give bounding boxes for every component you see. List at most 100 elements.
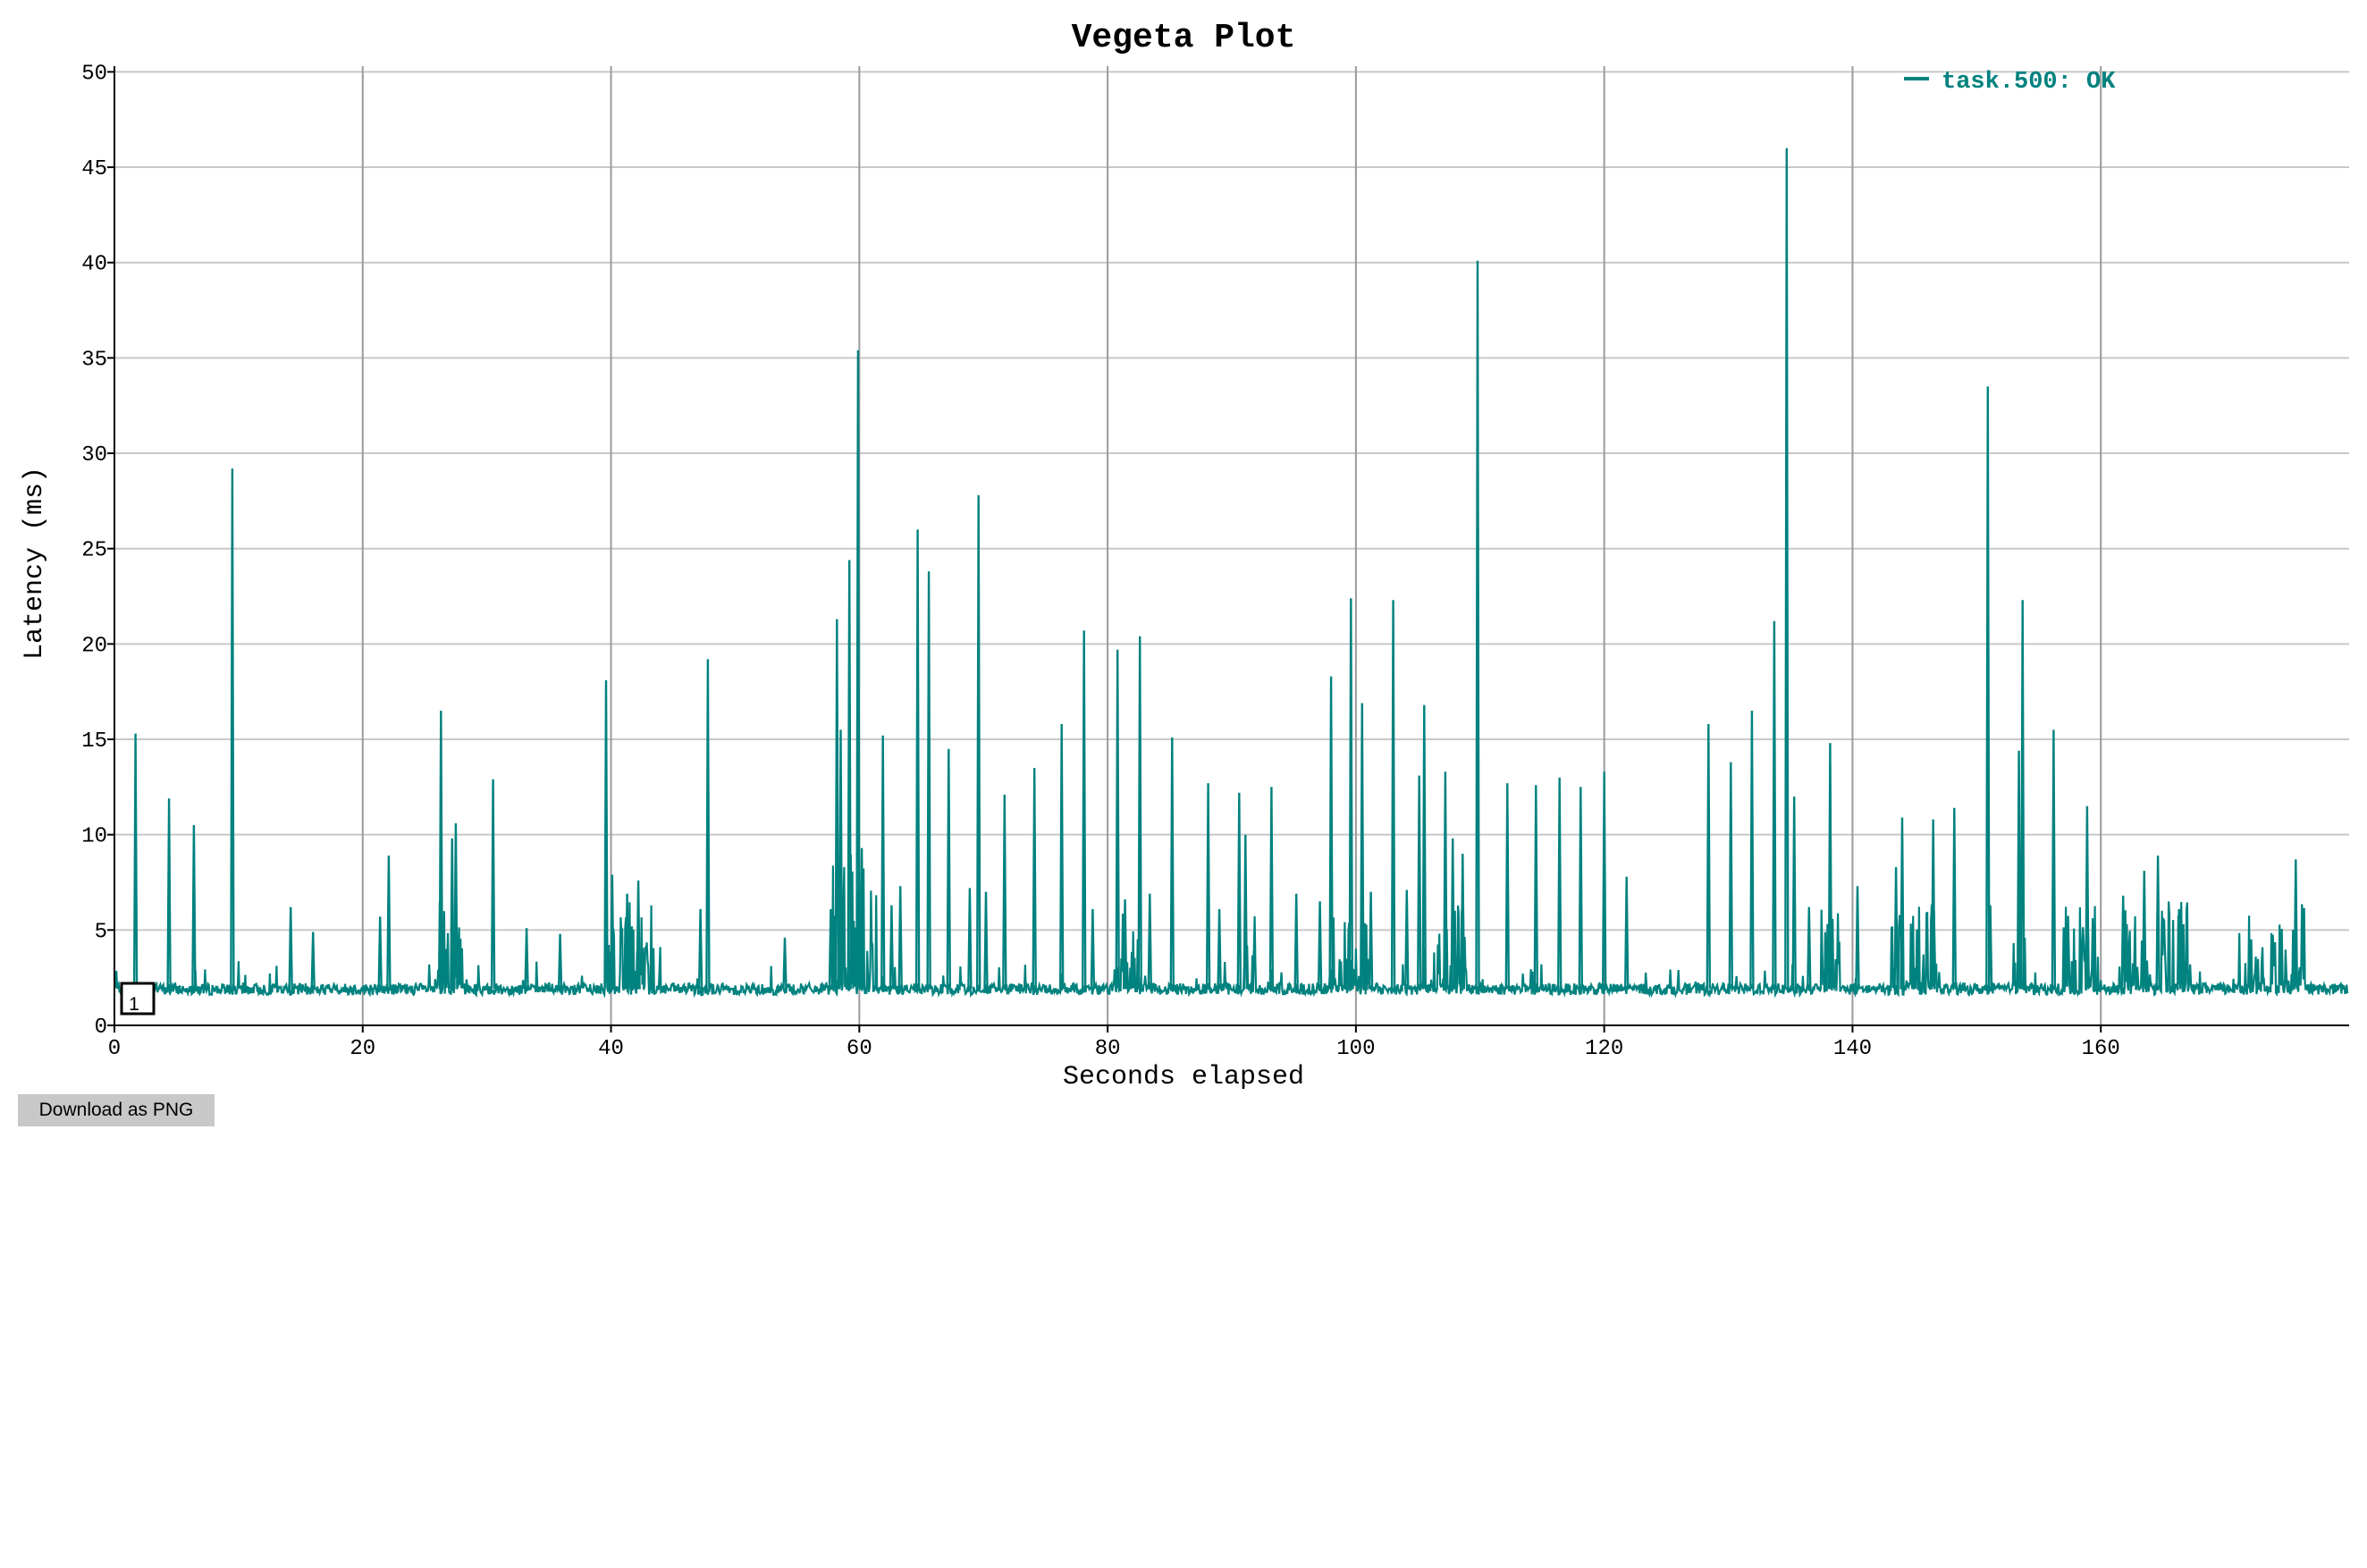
latency-spike: [1827, 743, 1833, 990]
latency-spike: [1115, 649, 1120, 990]
latency-spike: [2293, 859, 2298, 990]
latency-spike: [2016, 750, 2022, 990]
latency-spike: [855, 350, 861, 990]
latency-spike: [1217, 908, 1222, 990]
latency-spike: [1987, 905, 1993, 990]
latency-spike: [230, 468, 235, 990]
latency-spike: [975, 494, 981, 990]
latency-spike: [1728, 762, 1734, 990]
latency-spike: [1460, 853, 1465, 990]
latency-spike: [1147, 893, 1152, 990]
latency-series-line: [114, 854, 2349, 999]
latency-spike: [1930, 819, 1936, 990]
latency-spike: [967, 888, 973, 990]
x-tick-label: 120: [1585, 1037, 1623, 1061]
latency-spike: [377, 916, 383, 990]
latency-spike: [834, 619, 839, 990]
latency-spike: [1601, 771, 1607, 990]
latency-spike: [1749, 710, 1755, 990]
latency-spike: [1504, 783, 1511, 990]
latency-spike: [453, 822, 459, 990]
y-tick-label: 0: [95, 1016, 107, 1040]
latency-spike: [524, 928, 529, 990]
x-tick-label: 0: [108, 1037, 121, 1061]
latency-spike: [697, 908, 703, 990]
legend: task.500: OK: [1904, 69, 2116, 96]
latency-spike: [1360, 703, 1365, 990]
latency-spike: [450, 838, 455, 990]
latency-spike: [1578, 787, 1584, 990]
x-axis-ticks: 0 20 40 60 80 100 120 140 160: [108, 1025, 2120, 1061]
latency-spike: [1706, 723, 1712, 990]
latency-spike: [557, 933, 563, 990]
latency-spike: [1090, 908, 1096, 990]
latency-spike: [1951, 807, 1958, 990]
latency-spike: [310, 932, 316, 990]
latency-spike: [1081, 630, 1087, 990]
latency-spike: [897, 886, 903, 990]
latency-spike: [166, 798, 172, 990]
latency-spike: [2051, 729, 2057, 990]
latency-spike: [1032, 767, 1037, 990]
grid-lines: [114, 66, 2349, 1025]
latency-spike: [828, 908, 834, 990]
y-axis-ticks: 0 5 10 15 20 25 30 35 40 45 50: [81, 62, 114, 1040]
latency-spike: [610, 874, 615, 990]
latency-spike: [2085, 805, 2090, 990]
latency-spike: [1205, 783, 1211, 990]
latency-spike: [438, 710, 443, 990]
x-tick-label: 60: [847, 1037, 872, 1061]
y-tick-label: 45: [81, 157, 107, 181]
latency-spike: [1058, 723, 1065, 990]
latency-spike: [1317, 901, 1323, 990]
x-tick-label: 20: [350, 1037, 375, 1061]
y-tick-label: 40: [81, 253, 107, 277]
latency-spike: [1368, 891, 1374, 990]
y-tick-label: 15: [81, 729, 107, 754]
latency-spike: [1791, 796, 1797, 990]
x-tick-label: 80: [1095, 1037, 1121, 1061]
y-tick-label: 20: [81, 634, 107, 658]
latency-spike: [1624, 876, 1630, 990]
download-png-button[interactable]: Download as PNG: [18, 1094, 215, 1126]
latency-spike: [1268, 787, 1275, 990]
axes: [114, 66, 2349, 1026]
latency-spike: [1293, 893, 1299, 990]
latency-spike: [2120, 895, 2126, 990]
latency-spike: [1784, 148, 1790, 990]
latency-spike: [1416, 775, 1422, 990]
latency-spike: [1893, 866, 1899, 990]
latency-spike: [1242, 834, 1249, 990]
latency-spike: [914, 529, 921, 990]
latency-spike: [705, 659, 711, 990]
latency-spike: [946, 748, 952, 990]
latency-spike: [636, 880, 641, 990]
latency-spike: [1169, 737, 1175, 990]
latency-spikes: [132, 148, 2298, 990]
latency-spike: [1556, 777, 1563, 990]
latency-spike: [624, 893, 630, 990]
latency-spike: [1450, 838, 1455, 990]
y-tick-label: 10: [81, 825, 107, 849]
y-tick-label: 25: [81, 539, 107, 563]
x-tick-label: 40: [598, 1037, 624, 1061]
latency-spike: [847, 560, 852, 990]
latency-spike: [1421, 704, 1428, 990]
latency-spike: [1348, 598, 1354, 990]
latency-spike: [983, 891, 989, 990]
y-tick-label: 35: [81, 348, 107, 372]
series-task-500-ok: [114, 148, 2349, 999]
chart-title: Vegeta Plot: [1072, 19, 1296, 57]
latency-spike: [1533, 785, 1539, 990]
y-tick-label: 5: [95, 920, 107, 944]
latency-spike: [838, 729, 844, 990]
latency-spike: [1772, 620, 1777, 990]
x-tick-label: 160: [2082, 1037, 2120, 1061]
latency-spike: [1475, 260, 1480, 990]
x-tick-label: 140: [1833, 1037, 1872, 1061]
latency-spike: [1985, 386, 1991, 990]
latency-spike: [880, 735, 886, 990]
latency-spike: [2177, 908, 2182, 990]
latency-spike: [386, 856, 392, 990]
